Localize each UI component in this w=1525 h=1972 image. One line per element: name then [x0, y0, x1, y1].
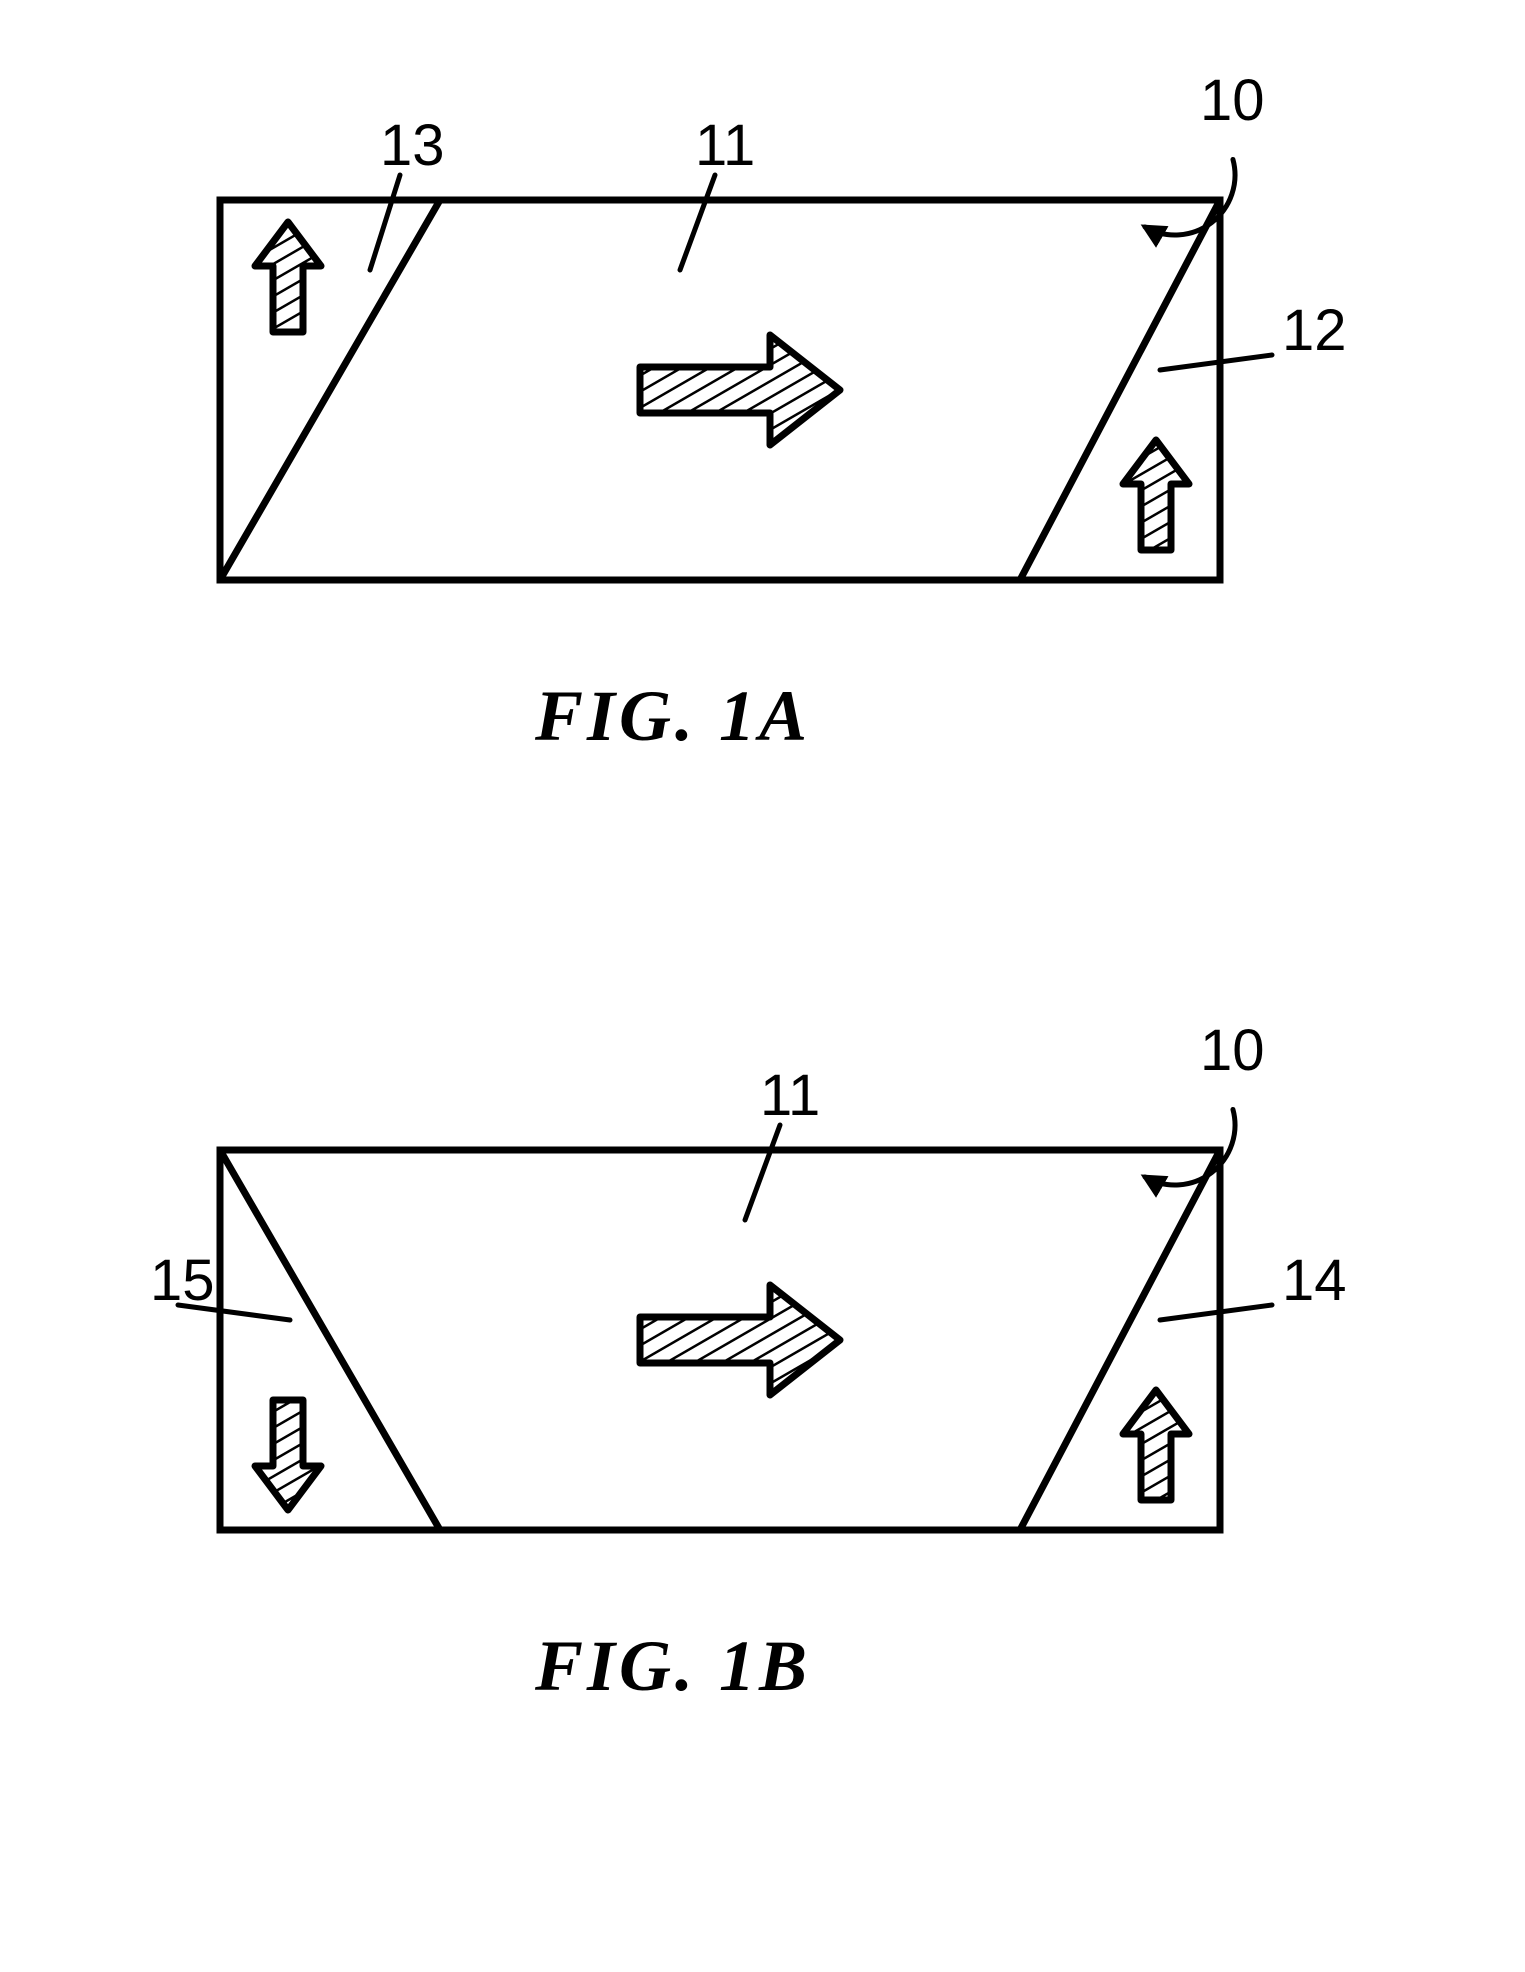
fig-1b-diag-left [220, 1150, 440, 1530]
fig-1a-label-12: 12 [1282, 298, 1347, 363]
fig-1a-label-11: 11 [695, 113, 755, 178]
fig-1b-label-15: 15 [150, 1248, 215, 1313]
fig-1a-label-13: 13 [380, 113, 445, 178]
fig-1b-caption: FIG. 1B [534, 1626, 811, 1706]
fig-1b-leader-11 [745, 1125, 780, 1220]
fig-1b-label-14: 14 [1282, 1248, 1347, 1313]
fig-1a-leader-13 [370, 175, 400, 270]
fig-1b-diag-right [1020, 1150, 1220, 1530]
fig-1b-label-11: 11 [760, 1063, 820, 1128]
fig-1b-arrow-center-fill [640, 1285, 840, 1395]
fig-1a-label-10: 10 [1200, 68, 1265, 133]
fig-1a-arrow-center-fill [640, 335, 840, 445]
fig-1b-arrow-left-fill [255, 1400, 321, 1510]
fig-1a-arrow-right-fill [1123, 440, 1189, 550]
fig-1b-leader-14 [1160, 1305, 1272, 1320]
fig-1b-arrow-right-fill [1123, 1390, 1189, 1500]
fig-1a-caption: FIG. 1A [534, 676, 811, 756]
fig-1a-arrow-left-fill [255, 222, 321, 332]
fig-1a-leader-11 [680, 175, 715, 270]
fig-1a-diag-right [1020, 200, 1220, 580]
fig-1b-label-10: 10 [1200, 1018, 1265, 1083]
diagram-canvas: 10 11 12 13 FIG. 1A 10 11 14 15 FIG. 1B [0, 0, 1525, 1972]
fig-1a-leader-12 [1160, 355, 1272, 370]
fig-1a-diag-left [220, 200, 440, 580]
